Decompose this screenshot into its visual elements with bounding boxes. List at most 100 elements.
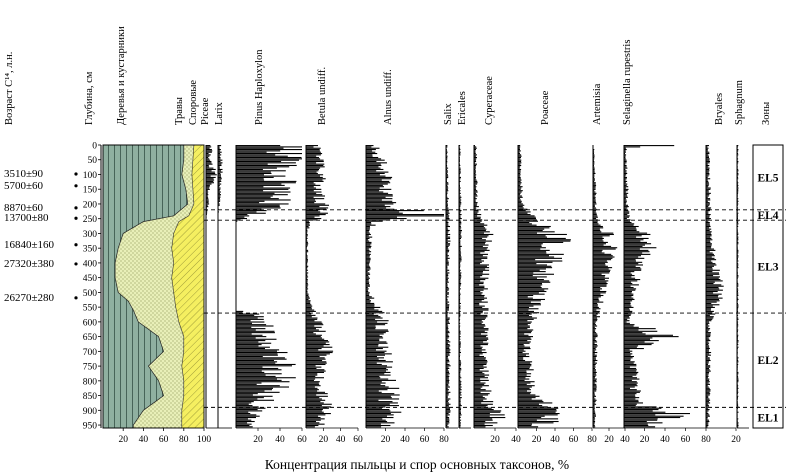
trees-shrubs-header: Деревья и кустарники: [116, 26, 127, 125]
taxon-bar: [306, 394, 317, 396]
taxon-bar: [474, 160, 477, 163]
taxon-bar: [306, 156, 319, 159]
taxon-bar: [737, 150, 739, 152]
taxon-bar: [446, 265, 448, 267]
taxon-label: Bryales: [714, 93, 725, 125]
taxon-bar: [624, 325, 634, 327]
taxon-bar: [459, 265, 461, 267]
taxon-bar: [459, 297, 461, 299]
taxon-bar: [624, 166, 627, 168]
taxon-bar: [306, 241, 308, 243]
taxon-bar: [737, 409, 738, 411]
taxon-bar: [593, 214, 597, 216]
taxon-bar: [218, 158, 221, 160]
taxon-bar: [366, 216, 397, 218]
taxon-bar: [624, 236, 637, 238]
taxon-bar: [459, 403, 461, 405]
taxon-bar: [306, 330, 326, 332]
taxon-bar: [706, 257, 715, 259]
taxon-bar: [624, 407, 662, 409]
taxon-bar: [366, 301, 371, 303]
taxon-bar: [706, 249, 716, 251]
taxon-bar: [593, 382, 595, 384]
taxon-bar: [366, 170, 377, 172]
taxon-bar: [737, 333, 738, 335]
taxon-bar: [236, 340, 266, 342]
taxon-bar: [306, 203, 326, 205]
taxon-bar: [624, 370, 637, 372]
depth-tick-label: 450: [83, 274, 98, 284]
taxon-bar: [593, 257, 613, 259]
taxon-bar: [218, 171, 223, 173]
taxon-bar: [306, 261, 308, 263]
taxon-bar: [737, 243, 739, 245]
taxon-tick-label: 40: [336, 435, 346, 445]
taxon-bar: [593, 228, 600, 230]
taxon-bar: [518, 170, 521, 172]
taxon-bar: [737, 221, 739, 224]
taxon-bar: [624, 359, 631, 362]
taxon-bar: [236, 180, 297, 182]
taxon-bar: [706, 208, 711, 210]
taxon-bar: [737, 379, 739, 381]
taxon-bar: [474, 386, 483, 388]
taxon-bar: [593, 334, 598, 336]
taxon-bar: [593, 268, 609, 270]
taxon-bar: [459, 387, 461, 389]
taxon-bar: [366, 227, 371, 229]
taxon-bar: [518, 345, 525, 347]
taxon-bar: [737, 419, 738, 421]
taxon-bar: [737, 146, 738, 148]
taxon-bar: [306, 218, 322, 220]
taxon-bar: [236, 426, 253, 428]
taxon-bar: [306, 210, 319, 212]
taxon-bar: [474, 248, 487, 250]
taxon-bar: [459, 146, 460, 148]
taxon-bar: [306, 232, 308, 234]
taxon-bar: [593, 330, 596, 332]
taxon-bar: [474, 354, 480, 356]
taxon-bar: [306, 312, 311, 314]
taxon-bar: [366, 196, 386, 198]
taxon-bar: [706, 330, 709, 332]
taxon-bar: [446, 387, 448, 389]
taxon-bar: [624, 198, 626, 200]
taxon-bar: [306, 346, 333, 348]
taxon-bar: [366, 218, 407, 220]
taxon-tick-label: 40: [620, 435, 630, 445]
taxon-bar: [624, 187, 626, 189]
taxon-bar: [624, 245, 643, 247]
taxon-bar: [706, 216, 710, 218]
taxon-bar: [518, 194, 521, 196]
taxon-bar: [446, 174, 448, 176]
taxon-bar: [366, 159, 385, 161]
taxon-bar: [706, 218, 711, 220]
taxon-bar: [218, 152, 221, 155]
taxon-bar: [593, 321, 596, 323]
taxon-bar: [474, 162, 476, 164]
taxon-bar: [518, 355, 530, 358]
taxon-bar: [737, 294, 739, 297]
taxon-bar: [306, 322, 323, 324]
taxon-bar: [236, 170, 286, 172]
taxon-bar: [459, 164, 461, 167]
taxon-bar: [518, 276, 547, 278]
taxon-bar: [706, 406, 710, 408]
taxon-bar: [518, 275, 533, 277]
taxon-bar: [459, 183, 460, 185]
taxon-bar: [236, 377, 296, 379]
taxon-bar: [459, 338, 461, 340]
taxon-bar: [218, 150, 221, 152]
taxon-bar: [624, 306, 634, 308]
taxon-bar: [459, 182, 460, 184]
taxon-bar: [518, 300, 541, 302]
taxon-bar: [593, 342, 595, 344]
taxon-bar: [306, 251, 309, 253]
taxon-bar: [706, 251, 710, 253]
taxon-bar: [446, 272, 450, 274]
taxon-bar: [366, 199, 382, 201]
taxon-bar: [366, 187, 380, 189]
taxon-bar: [593, 328, 597, 330]
taxon-bar: [366, 338, 380, 340]
taxon-bar: [474, 413, 490, 415]
